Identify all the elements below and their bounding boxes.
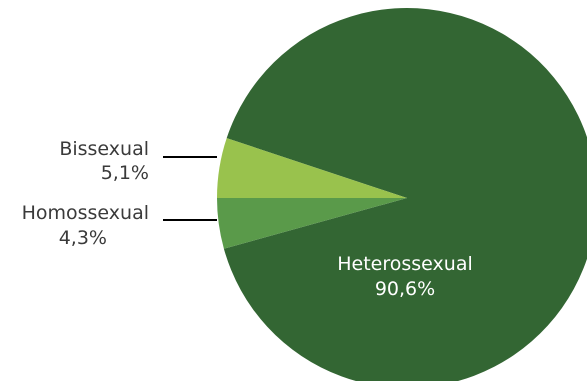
pie-slice-bissexual [217, 138, 407, 198]
slice-label-heterossexual: Heterossexual [337, 253, 473, 275]
pie-slice-homossexual [217, 198, 407, 249]
slice-value-bissexual: 5,1% [101, 162, 149, 184]
pie-slice-heterossexual [223, 8, 587, 381]
slice-value-homossexual: 4,3% [59, 227, 107, 249]
slice-label-homossexual: Homossexual [22, 202, 149, 224]
slice-label-bissexual: Bissexual [59, 138, 149, 160]
slice-value-heterossexual: 90,6% [375, 278, 435, 300]
pie-slices [217, 8, 587, 381]
leader-lines [163, 156, 217, 221]
